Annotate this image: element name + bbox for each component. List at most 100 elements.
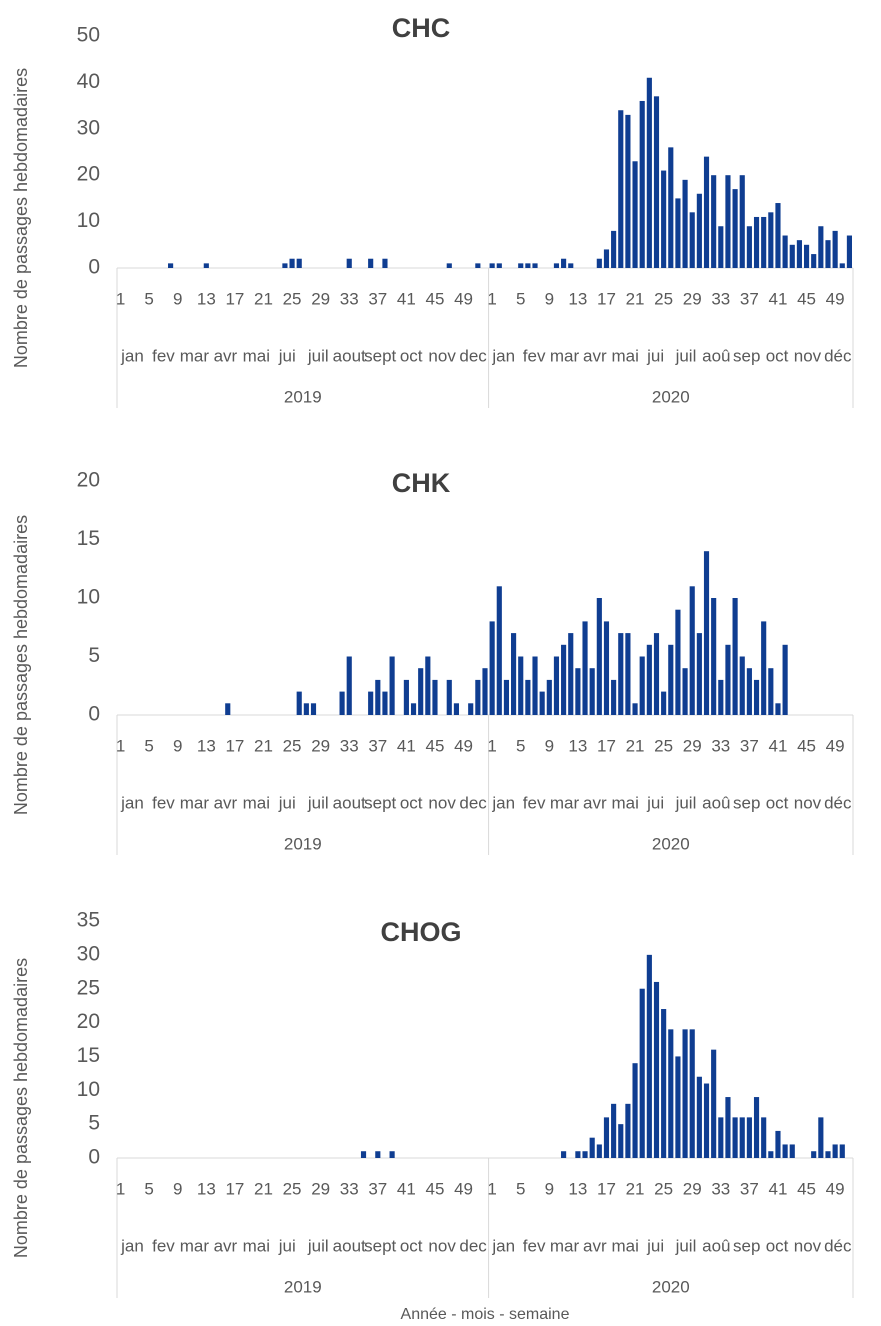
x-tick-label: 5 <box>516 289 525 308</box>
bar <box>696 1076 702 1158</box>
bar <box>168 263 174 268</box>
bar <box>682 668 688 715</box>
month-label: nov <box>794 1236 822 1255</box>
bar <box>718 679 724 715</box>
month-label: juil <box>307 793 329 812</box>
month-label: sept <box>364 793 396 812</box>
y-tick-label: 10 <box>77 586 100 609</box>
month-label: déc <box>824 346 852 365</box>
bar <box>475 263 481 268</box>
month-label: aoû <box>702 793 730 812</box>
bar <box>618 1124 624 1158</box>
y-tick-label: 15 <box>77 1044 100 1067</box>
bar <box>653 981 660 1158</box>
bar <box>503 679 510 715</box>
bar <box>653 633 660 715</box>
x-tick-label: 33 <box>340 1179 359 1198</box>
bar <box>511 633 517 715</box>
bar <box>596 258 602 268</box>
bar <box>646 644 652 715</box>
bar <box>761 216 767 268</box>
y-tick-label: 20 <box>77 469 100 492</box>
bar <box>389 656 395 715</box>
y-tick-label: 5 <box>88 1112 100 1135</box>
x-tick-label: 1 <box>116 289 125 308</box>
month-label: jan <box>491 793 515 812</box>
x-tick-label: 9 <box>545 289 554 308</box>
month-label: nov <box>428 346 456 365</box>
bar <box>582 621 588 715</box>
bar <box>739 656 745 715</box>
month-label: aout <box>333 346 366 365</box>
bar <box>775 703 781 715</box>
bar <box>646 954 652 1158</box>
month-label: oct <box>766 793 789 812</box>
bar <box>360 1151 367 1158</box>
bar <box>839 263 845 268</box>
x-tick-label: 1 <box>487 1179 496 1198</box>
bar <box>625 114 631 268</box>
bar <box>603 249 610 268</box>
bar <box>832 230 838 268</box>
month-label: nov <box>794 346 822 365</box>
y-tick-label: 35 <box>77 909 100 932</box>
x-tick-label: 49 <box>454 736 473 755</box>
month-label: mai <box>243 1236 270 1255</box>
month-label: nov <box>428 1236 456 1255</box>
bar <box>546 679 552 715</box>
year-label: 2020 <box>652 387 690 406</box>
month-label: mai <box>243 793 270 812</box>
bar <box>718 1117 724 1158</box>
month-label: fev <box>152 793 175 812</box>
x-tick-label: 33 <box>340 289 359 308</box>
bar <box>625 1103 631 1158</box>
bar <box>689 586 695 715</box>
bar <box>446 679 452 715</box>
bar <box>646 77 652 268</box>
x-tick-label: 29 <box>683 1179 702 1198</box>
x-tick-label: 5 <box>144 736 153 755</box>
month-label: oct <box>400 1236 423 1255</box>
x-tick-label: 33 <box>340 736 359 755</box>
bar <box>768 668 774 715</box>
month-label: jui <box>646 346 664 365</box>
x-tick-label: 29 <box>683 736 702 755</box>
y-tick-label: 10 <box>77 209 100 232</box>
x-tick-label: 49 <box>826 736 845 755</box>
x-tick-label: 33 <box>711 289 730 308</box>
bar <box>289 258 295 268</box>
month-label: mar <box>180 793 210 812</box>
x-tick-label: 33 <box>711 736 730 755</box>
bar <box>768 1151 774 1158</box>
y-tick-label: 15 <box>77 527 100 550</box>
bar <box>589 668 595 715</box>
month-label: nov <box>794 793 822 812</box>
x-tick-label: 37 <box>368 736 387 755</box>
month-label: avr <box>214 346 238 365</box>
bar <box>703 1083 710 1158</box>
month-label: jan <box>120 346 144 365</box>
y-tick-label: 50 <box>77 24 100 47</box>
x-tick-label: 5 <box>516 736 525 755</box>
bar <box>561 1151 567 1158</box>
month-label: oct <box>400 793 423 812</box>
x-tick-label: 21 <box>254 289 273 308</box>
x-tick-label: 25 <box>654 1179 673 1198</box>
x-tick-label: 45 <box>797 736 816 755</box>
bar <box>639 100 645 269</box>
bar <box>611 230 617 268</box>
bar <box>725 175 731 268</box>
y-axis-label: Nombre de passages hebdomadaires <box>11 68 31 368</box>
x-tick-label: 5 <box>516 1179 525 1198</box>
month-label: mai <box>612 793 639 812</box>
month-label: juil <box>307 1236 329 1255</box>
x-axis-label: Année - mois - semaine <box>401 1306 570 1323</box>
y-tick-label: 20 <box>77 1010 100 1033</box>
x-tick-label: 21 <box>254 736 273 755</box>
x-tick-label: 45 <box>426 289 445 308</box>
x-tick-label: 25 <box>283 289 302 308</box>
bar <box>761 621 767 715</box>
month-label: mar <box>550 346 580 365</box>
bar <box>339 691 345 715</box>
